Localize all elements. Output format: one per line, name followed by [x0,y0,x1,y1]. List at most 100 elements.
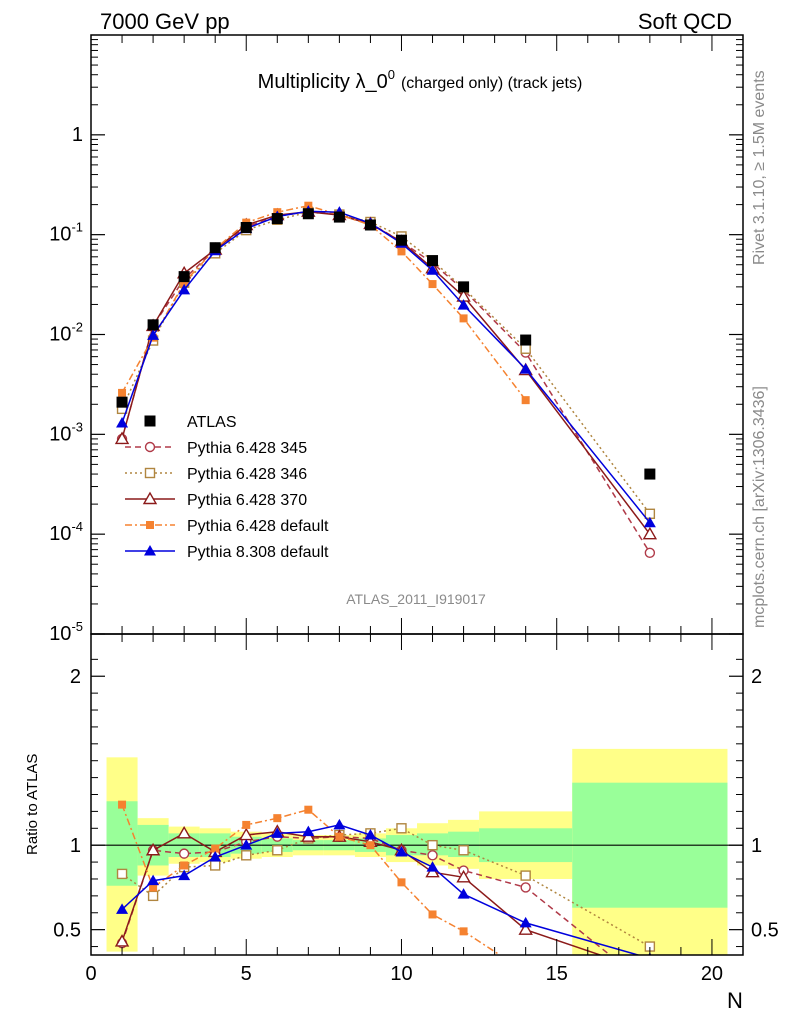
main-point-pythia-6-428-default-3 [180,278,189,287]
ratio-point-pythia-6-428-default-5 [242,820,251,829]
main-point-pythia-8-308-default-18 [643,516,656,528]
ratio-point-pythia-6-428-default-1 [118,800,127,809]
ratio-point-pythia-8-308-default-14 [519,916,532,928]
ratio-xtick-label: 20 [701,963,723,985]
main-series-pythia-6-428-default [118,201,530,405]
ratio-ytick-label-right: 1 [751,835,762,857]
legend-marker-pythia-6-428-346 [144,467,156,479]
ratio-point-pythia-6-428-346-2 [147,890,159,902]
title-main: Multiplicity λ_0 [258,71,388,93]
main-point-atlas-9 [364,219,376,231]
ratio-ytick-label-left: 0.5 [53,920,81,942]
ratio-point-pythia-8-308-default-10 [395,845,408,857]
legend-marker-pythia-6-428-370 [142,491,158,505]
main-point-pythia-6-428-370-18 [642,526,658,540]
legend-label-pythia-6-428-345: Pythia 6.428 345 [187,440,307,457]
main-point-pythia-8-308-default-2 [147,329,160,340]
main-point-pythia-8-308-default-1 [116,416,129,428]
legend-item-atlas: ATLAS [144,414,237,431]
main-point-atlas-12 [458,281,470,293]
legend-label-pythia-6-428-default: Pythia 6.428 default [187,518,329,535]
ratio-point-pythia-8-308-default-2 [147,874,160,886]
ratio-point-pythia-6-428-345-14 [520,882,531,893]
x-axis-label: N [727,988,743,1013]
ratio-line-pythia-8-308-default [121,824,641,955]
ratio-xtick-label: 15 [546,963,568,985]
main-point-pythia-6-428-default-14 [521,396,530,405]
ratio-xtick-label: 10 [390,963,412,985]
ratio-point-pythia-6-428-370-14 [518,922,533,935]
ratio-point-pythia-6-428-default-6 [273,814,282,823]
ratio-series-pythia-6-428-default [118,800,530,976]
ratio-point-pythia-6-428-346-14 [520,870,531,881]
ratio-point-pythia-6-428-default-14 [522,968,530,976]
main-axis-ticks: 10-5 10-4 10-3 10-2 10-1 1 [49,35,744,645]
legend-item-pythia-6-428-370: Pythia 6.428 370 [125,491,307,509]
ratio-point-pythia-6-428-346-11 [427,839,438,851]
main-point-atlas-5 [240,221,252,233]
legend-label-pythia-8-308-default: Pythia 8.308 default [187,544,329,561]
ratio-point-pythia-6-428-346-10 [396,823,407,834]
legend-item-pythia-8-308-default: Pythia 8.308 default [125,544,329,561]
legend-marker-pythia-6-428-345 [144,441,156,453]
main-point-pythia-6-428-default-1 [118,388,127,397]
ratio-point-pythia-6-428-345-3 [178,848,190,859]
legend-label-atlas: ATLAS [187,414,237,431]
main-point-pythia-6-428-346-14 [520,343,531,354]
analysis-id: ATLAS_2011_I919017 [346,591,486,607]
ratio-xtick-label: 5 [241,963,252,985]
main-ytick-label: 10-3 [49,419,83,445]
ratio-point-pythia-6-428-370-1 [114,934,130,947]
ratio-point-pythia-6-428-370-12 [456,869,471,883]
main-point-pythia-6-428-default-11 [428,280,437,289]
main-line-pythia-6-428-370 [121,210,651,535]
main-point-atlas-2 [147,319,159,331]
main-point-pythia-6-428-345-18 [644,547,656,559]
ratio-ytick-label-left: 2 [70,666,81,688]
rivet-version-label: Rivet 3.1.10, ≥ 1.5M events [751,70,768,265]
main-point-atlas-6 [271,213,283,225]
ratio-point-pythia-8-308-default-6 [271,827,284,838]
energy-label: 7000 GeV pp [100,9,230,34]
ratio-point-pythia-6-428-346-1 [116,868,128,880]
main-point-pythia-6-428-370-1 [114,431,130,445]
legend-item-pythia-6-428-346: Pythia 6.428 346 [125,466,307,483]
ratio-point-pythia-8-308-default-1 [116,903,129,914]
main-ytick-label: 10-5 [49,619,83,645]
ratio-uncertainty-bands [106,748,728,955]
main-line-pythia-8-308-default [121,210,651,524]
main-point-atlas-1 [116,396,128,408]
ratio-point-pythia-6-428-370-18 [644,966,656,977]
ratio-point-pythia-6-428-default-10 [397,878,406,887]
ratio-point-pythia-6-428-346-5 [241,850,252,861]
ratio-xtick-label: 0 [85,963,96,985]
plot-title: Multiplicity λ_00 (charged only) (track j… [258,67,583,93]
ratio-point-pythia-8-308-default-11 [426,861,439,872]
ratio-point-pythia-6-428-370-2 [145,842,161,856]
main-series-atlas [116,208,656,480]
ratio-point-pythia-6-428-default-7 [304,805,313,814]
main-series-pythia-6-428-370 [114,204,658,540]
main-plot-series [114,201,658,559]
ratio-point-pythia-6-428-default-9 [366,841,375,850]
ratio-series-pythia-8-308-default [116,818,652,955]
main-point-atlas-4 [209,242,221,254]
main-point-pythia-8-308-default-11 [426,264,439,275]
main-point-atlas-3 [178,271,190,283]
ratio-point-pythia-6-428-346-6 [272,845,283,856]
main-point-pythia-8-308-default-3 [178,283,191,295]
title-tail: (charged only) (track jets) [401,75,582,92]
main-point-atlas-7 [302,208,314,220]
main-ytick-label: 10-2 [49,320,83,346]
ratio-point-pythia-8-308-default-5 [240,839,253,850]
main-point-atlas-11 [427,255,439,267]
main-point-atlas-18 [644,468,656,480]
main-point-pythia-8-308-default-12 [457,299,470,310]
main-point-pythia-6-428-default-10 [397,247,406,256]
ratio-point-pythia-6-428-default-12 [459,927,468,936]
ratio-point-pythia-8-308-default-12 [457,888,470,899]
main-point-pythia-6-428-default-12 [459,314,468,323]
legend-label-pythia-6-428-370: Pythia 6.428 370 [187,492,307,509]
ratio-point-pythia-6-428-default-4 [211,844,220,853]
